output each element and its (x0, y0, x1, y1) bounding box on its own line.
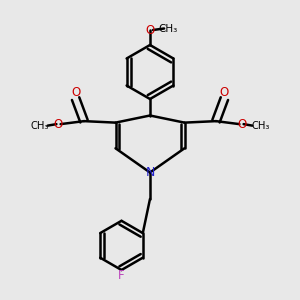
Text: CH₃: CH₃ (158, 23, 178, 34)
Text: CH₃: CH₃ (251, 121, 270, 130)
Text: O: O (220, 86, 229, 99)
Text: O: O (54, 118, 63, 130)
Text: O: O (237, 118, 246, 130)
Text: N: N (145, 166, 155, 179)
Text: F: F (118, 269, 125, 282)
Text: O: O (71, 86, 80, 99)
Text: CH₃: CH₃ (30, 121, 49, 130)
Text: O: O (146, 23, 154, 37)
